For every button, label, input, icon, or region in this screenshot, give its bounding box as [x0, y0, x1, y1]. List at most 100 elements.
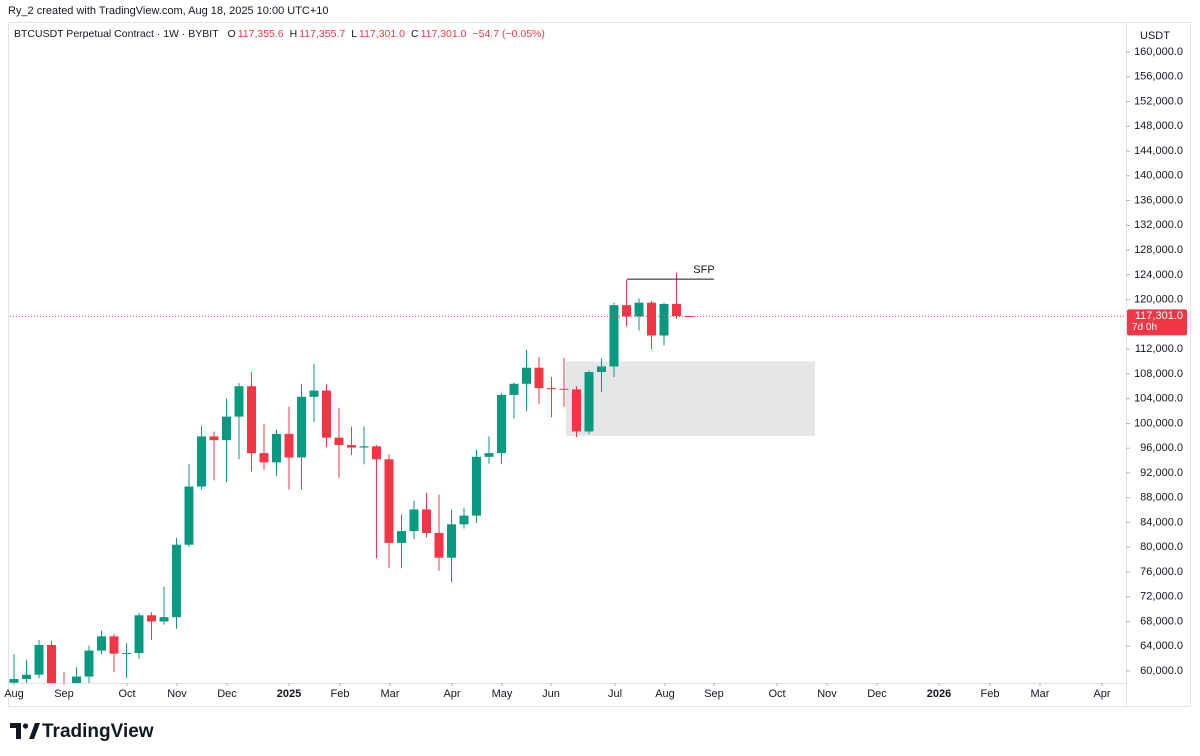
candle-body	[222, 416, 231, 441]
candle-body	[409, 509, 419, 532]
brand-name: TradingView	[42, 721, 154, 742]
x-tick-label: Aug	[655, 688, 675, 700]
candle-body	[84, 650, 94, 677]
y-tick-label: 64,000.0	[1140, 640, 1183, 652]
plot-area	[9, 272, 1126, 683]
currency-label: USDT	[1140, 30, 1170, 42]
x-tick-label: Oct	[768, 688, 785, 700]
candle-body	[259, 453, 269, 463]
ohlc-key: H	[289, 28, 298, 40]
y-tick-label: 96,000.0	[1140, 442, 1183, 454]
ohlc-value: 117,301.0	[359, 28, 405, 40]
x-tick-label: Aug	[4, 688, 24, 700]
price-change: −54.7 (−0.05%)	[472, 28, 545, 40]
candle-body	[72, 676, 81, 683]
y-tick-label: 100,000.0	[1134, 417, 1183, 429]
candle-body	[172, 544, 181, 618]
y-tick-label: 80,000.0	[1140, 541, 1183, 553]
y-tick-label: 148,000.0	[1134, 120, 1183, 132]
candle-body	[309, 390, 319, 397]
x-tick-label: Apr	[443, 688, 460, 700]
x-tick-label: Jul	[608, 688, 622, 700]
candle-body	[397, 531, 406, 543]
x-tick-label: Nov	[817, 688, 837, 700]
candle-body	[322, 390, 331, 438]
y-tick-label: 160,000.0	[1134, 46, 1183, 58]
y-tick-label: 104,000.0	[1134, 393, 1183, 405]
x-tick-label: Sep	[54, 688, 74, 700]
y-tick-label: 152,000.0	[1134, 95, 1183, 107]
y-tick-label: 108,000.0	[1134, 368, 1183, 380]
candle-body	[22, 674, 31, 680]
candle-body	[597, 366, 606, 373]
candle-body	[347, 445, 356, 448]
candle-body	[134, 615, 144, 654]
candle-body	[97, 636, 106, 651]
y-tick-label: 128,000.0	[1134, 244, 1183, 256]
sfp-label: SFP	[693, 264, 714, 276]
ohlc-key: O	[227, 28, 236, 40]
x-tick-label: Jun	[542, 688, 560, 700]
candle-body	[547, 388, 556, 390]
x-tick-label: Mar	[1031, 688, 1050, 700]
candle-body	[109, 636, 119, 654]
y-tick-label: 120,000.0	[1134, 294, 1183, 306]
candle-body	[484, 453, 494, 457]
candle-body	[472, 456, 481, 516]
candle-body	[459, 515, 469, 525]
x-tick-label: Feb	[981, 688, 1000, 700]
x-tick-label: Dec	[217, 688, 237, 700]
candle-body	[647, 302, 656, 336]
ohlc-key: L	[351, 28, 358, 40]
y-tick-label: 68,000.0	[1140, 615, 1183, 627]
candle-body	[147, 615, 156, 622]
candle-body	[284, 433, 294, 458]
ohlc-key: C	[410, 28, 419, 40]
candle-body	[584, 372, 594, 432]
y-tick-label: 132,000.0	[1134, 219, 1183, 231]
y-tick-label: 84,000.0	[1140, 516, 1183, 528]
x-tick-label: Nov	[167, 688, 187, 700]
candle-body	[122, 653, 131, 655]
candle-body	[359, 446, 369, 448]
ohlc-value: 117,301.0	[420, 28, 467, 40]
candle-body	[209, 436, 219, 441]
candle-body	[534, 367, 544, 389]
x-tick-label: Oct	[118, 688, 135, 700]
candle-body	[384, 459, 394, 543]
brand-logo	[10, 723, 40, 739]
price-zone	[566, 361, 815, 436]
candle-body	[47, 644, 56, 683]
y-tick-label: 92,000.0	[1140, 467, 1183, 479]
candle-body	[659, 303, 669, 336]
x-tick-label: May	[492, 688, 513, 700]
candle-body	[297, 396, 306, 458]
y-tick-label: 60,000.0	[1140, 665, 1183, 677]
x-tick-label: 2025	[277, 688, 301, 700]
y-tick-label: 136,000.0	[1134, 194, 1183, 206]
candle-body	[372, 446, 381, 460]
candle-body	[609, 305, 619, 367]
symbol-legend: BTCUSDT Perpetual Contract · 1W · BYBIT …	[14, 28, 551, 40]
x-tick-label: Dec	[867, 688, 887, 700]
y-tick-label: 140,000.0	[1134, 170, 1183, 182]
countdown-label: 7d 0h	[1132, 322, 1157, 333]
candle-body	[272, 433, 281, 463]
candle-body	[672, 303, 681, 316]
candle-body	[434, 532, 444, 558]
candle-body	[559, 388, 569, 390]
x-tick-label: 2026	[927, 688, 951, 700]
ohlc-value: 117,355.7	[299, 28, 346, 40]
candle-body	[184, 486, 194, 545]
candle-body	[247, 386, 256, 454]
candle-body	[9, 679, 19, 683]
x-tick-label: Apr	[1093, 688, 1110, 700]
candle-body	[497, 394, 506, 454]
symbol-name: BTCUSDT Perpetual Contract · 1W · BYBIT	[14, 28, 219, 40]
candle-body	[622, 305, 631, 317]
ohlc-value: 117,355.6	[237, 28, 284, 40]
last-price-box	[1127, 309, 1187, 336]
candle-body	[509, 383, 519, 395]
y-tick-label: 156,000.0	[1134, 71, 1183, 83]
